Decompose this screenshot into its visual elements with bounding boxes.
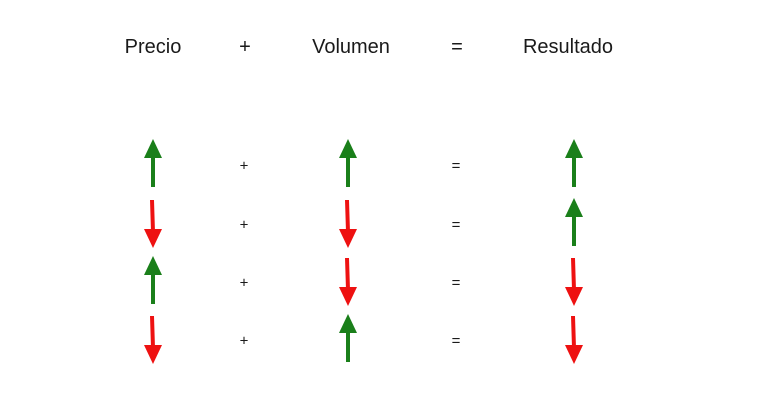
plus-operator: + bbox=[239, 157, 249, 175]
arrow-shaft bbox=[571, 257, 576, 291]
arrow-head bbox=[565, 287, 583, 306]
arrow-head bbox=[339, 314, 357, 333]
down-arrow-icon bbox=[563, 256, 585, 306]
equals-operator: = bbox=[451, 332, 461, 350]
up-arrow-icon bbox=[142, 139, 164, 189]
arrow-shaft bbox=[345, 257, 350, 291]
arrow-head bbox=[339, 287, 357, 306]
price-header: Precio bbox=[124, 36, 182, 58]
down-arrow-icon bbox=[142, 314, 164, 364]
down-arrow-icon bbox=[142, 198, 164, 248]
up-arrow-icon bbox=[563, 198, 585, 248]
plus-operator: + bbox=[239, 332, 249, 350]
volume-header: Volumen bbox=[312, 36, 390, 58]
equals-operator: = bbox=[451, 274, 461, 292]
arrow-head bbox=[339, 139, 357, 158]
arrow-shaft bbox=[150, 199, 155, 233]
plus-header: + bbox=[239, 36, 251, 58]
arrow-head bbox=[339, 229, 357, 248]
plus-operator: + bbox=[239, 216, 249, 234]
arrow-head bbox=[144, 229, 162, 248]
up-arrow-icon bbox=[563, 139, 585, 189]
equals-header: = bbox=[451, 36, 463, 58]
arrow-shaft bbox=[571, 315, 576, 349]
down-arrow-icon bbox=[337, 198, 359, 248]
up-arrow-icon bbox=[337, 139, 359, 189]
arrow-head bbox=[565, 139, 583, 158]
arrow-head bbox=[144, 345, 162, 364]
arrow-head bbox=[565, 198, 583, 217]
plus-operator: + bbox=[239, 274, 249, 292]
arrow-shaft bbox=[345, 199, 350, 233]
arrow-shaft bbox=[150, 315, 155, 349]
result-header: Resultado bbox=[522, 36, 614, 58]
up-arrow-icon bbox=[337, 314, 359, 364]
equals-operator: = bbox=[451, 157, 461, 175]
arrow-head bbox=[144, 139, 162, 158]
down-arrow-icon bbox=[337, 256, 359, 306]
equals-operator: = bbox=[451, 216, 461, 234]
arrow-head bbox=[565, 345, 583, 364]
down-arrow-icon bbox=[563, 314, 585, 364]
up-arrow-icon bbox=[142, 256, 164, 306]
arrow-head bbox=[144, 256, 162, 275]
